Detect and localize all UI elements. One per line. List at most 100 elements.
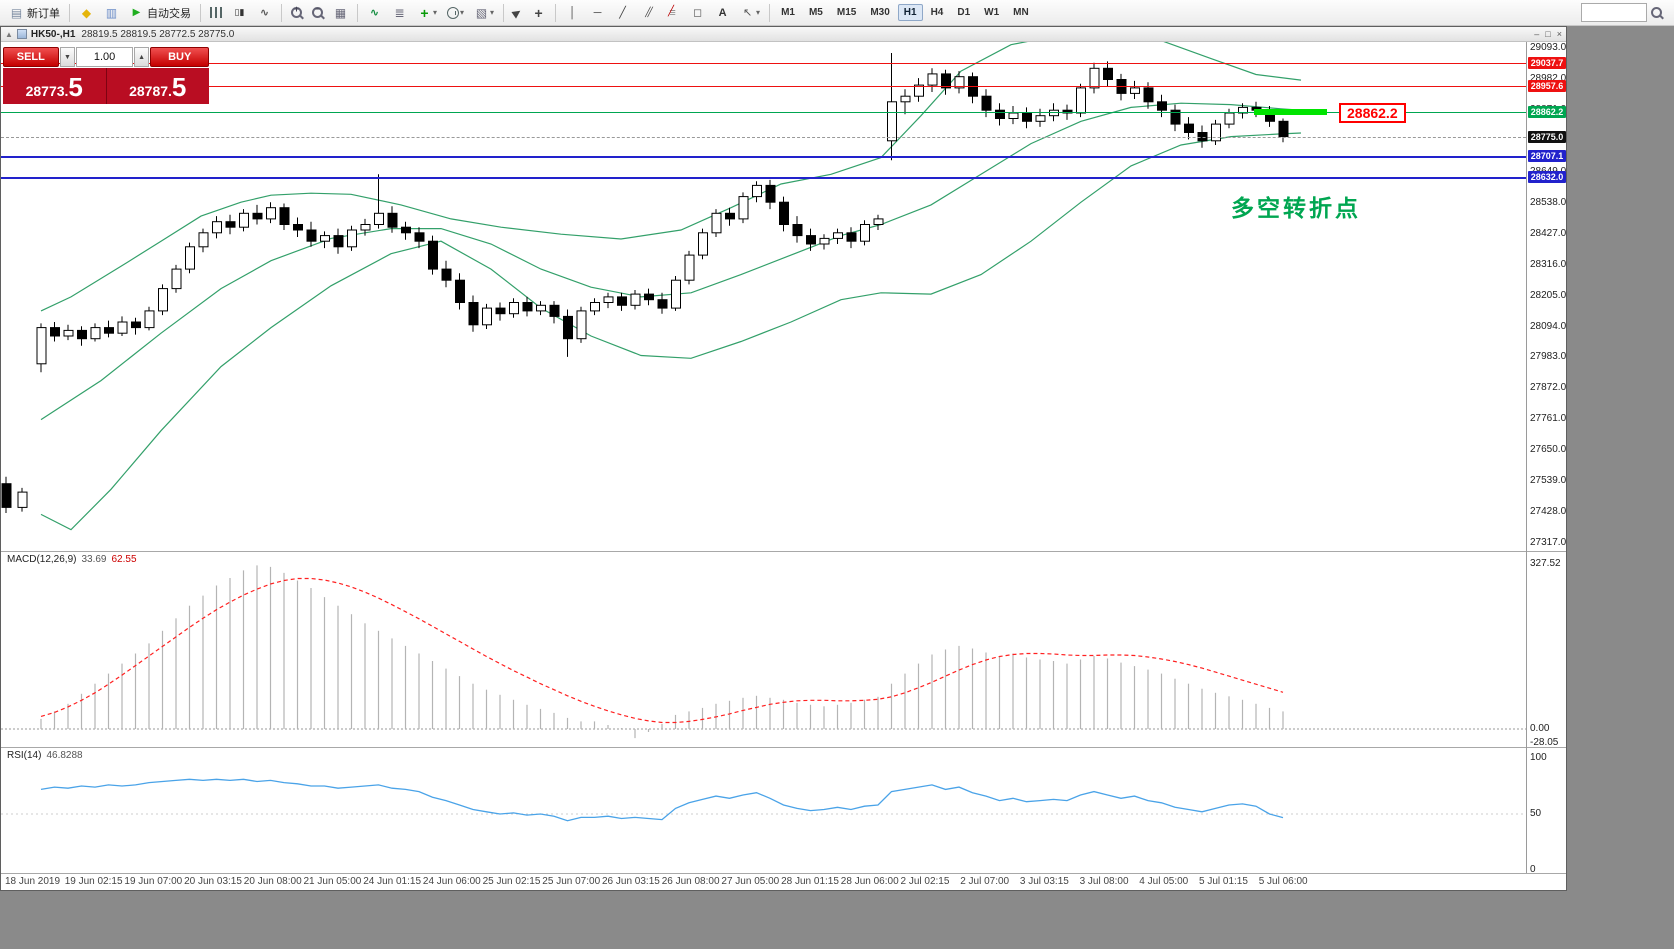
rsi-canvas[interactable]: [1, 748, 1526, 873]
toolbar-right-group: [1581, 3, 1670, 22]
trendline-button[interactable]: [611, 2, 634, 24]
macd-canvas[interactable]: [1, 552, 1526, 747]
price-line-28707.1[interactable]: [1, 155, 1526, 158]
zoom-in-button[interactable]: +: [287, 2, 306, 24]
timeframe-h4-button[interactable]: H4: [930, 7, 944, 18]
window-buttons: – □ ×: [1534, 29, 1562, 39]
price-line-28957.6[interactable]: [1, 85, 1526, 87]
time-tick: 5 Jul 06:00: [1258, 876, 1308, 887]
price-tick: 27428.0: [1530, 506, 1567, 518]
fibo-icon: [665, 5, 680, 20]
chart-icon: [16, 29, 27, 39]
zoom-out-button[interactable]: −: [308, 2, 327, 24]
price-line-28632.0[interactable]: [1, 176, 1526, 179]
toolbar-separator: [281, 3, 282, 22]
rsi-panel-separator[interactable]: [1, 747, 1566, 748]
sell-button[interactable]: SELL: [3, 47, 59, 67]
bar-chart-button[interactable]: [206, 2, 226, 24]
price-tick: 28205.0: [1530, 289, 1567, 301]
rsi-scale: 100: [1530, 752, 1547, 763]
price-chart-canvas[interactable]: [1, 42, 1526, 551]
rsi-scale: 0: [1530, 864, 1536, 875]
scripts-button[interactable]: [100, 2, 123, 24]
dropdown-caret-icon: ▾: [490, 8, 495, 17]
time-tick: 26 Jun 03:15: [602, 876, 660, 887]
tline-icon: [615, 5, 630, 20]
line-chart-button[interactable]: [253, 2, 276, 24]
macd-label: MACD(12,26,9) 33.69 62.55: [7, 554, 137, 565]
timeframe-mn-button[interactable]: MN: [1013, 7, 1029, 18]
autotrading-button[interactable]: 自动交易: [125, 2, 195, 24]
price-tick: 27539.0: [1530, 475, 1567, 487]
toolbar-search-input[interactable]: [1581, 3, 1647, 22]
time-tick: 19 Jun 02:15: [64, 876, 123, 887]
volume-up-button[interactable]: ▲: [133, 47, 150, 67]
timeframe-w1-button[interactable]: W1: [984, 7, 1000, 18]
timeframe-m5-button[interactable]: M5: [808, 7, 823, 18]
time-tick: 24 Jun 01:15: [363, 876, 422, 887]
macd-scale-min: -28.05: [1530, 737, 1559, 748]
price-tick: 27650.0: [1530, 444, 1567, 456]
grid-icon: [333, 5, 348, 20]
rsi-label: RSI(14) 46.8288: [7, 750, 83, 761]
text-annotation[interactable]: 多空转折点: [1231, 196, 1361, 221]
price-callout-label[interactable]: 28862.2: [1339, 103, 1406, 124]
linechart-icon: [257, 5, 272, 20]
rsi-scale: 50: [1530, 808, 1542, 819]
minimize-button[interactable]: –: [1534, 29, 1540, 39]
horizontal-line-button[interactable]: [586, 2, 609, 24]
volume-down-button[interactable]: ▼: [59, 47, 76, 67]
search-icon[interactable]: [1651, 7, 1662, 18]
candlestick-chart-button[interactable]: [228, 2, 251, 24]
time-tick: 4 Jul 05:00: [1139, 876, 1189, 887]
vline-icon: [565, 5, 580, 20]
arrows-button[interactable]: ▾: [736, 2, 764, 24]
macd-panel-separator[interactable]: [1, 551, 1566, 552]
candles-icon: [232, 5, 247, 20]
price-line-28775.0[interactable]: [1, 136, 1526, 138]
text-button[interactable]: [711, 2, 734, 24]
maximize-button[interactable]: □: [1545, 29, 1551, 39]
buy-button[interactable]: BUY: [150, 47, 209, 67]
fibonacci-button[interactable]: [661, 2, 684, 24]
close-button[interactable]: ×: [1556, 29, 1562, 39]
periods-button[interactable]: ▾: [443, 2, 468, 24]
indicators-button[interactable]: [363, 2, 386, 24]
price-tick: 27983.0: [1530, 351, 1567, 363]
time-tick: 20 Jun 08:00: [243, 876, 302, 887]
autotrading-button-label: 自动交易: [147, 7, 191, 20]
crosshair-button[interactable]: [527, 2, 550, 24]
price-line-29037.7[interactable]: [1, 63, 1526, 65]
price-tick: 28538.0: [1530, 196, 1567, 208]
objects-list-button[interactable]: [388, 2, 411, 24]
templates-button[interactable]: ▾: [470, 2, 498, 24]
timeframe-m15-button[interactable]: M15: [836, 7, 857, 18]
cursor-button[interactable]: [509, 2, 525, 24]
macd-scale-max: 327.52: [1530, 558, 1561, 569]
new-order-button[interactable]: 新订单: [5, 2, 64, 24]
new-order-icon: [9, 5, 24, 20]
shapes-button[interactable]: [686, 2, 709, 24]
vertical-line-button[interactable]: [561, 2, 584, 24]
collapse-panel-icon[interactable]: ▲: [5, 29, 13, 39]
volume-input[interactable]: 1.00: [76, 47, 133, 67]
time-tick: 28 Jun 06:00: [840, 876, 899, 887]
tile-windows-button[interactable]: [329, 2, 352, 24]
bid-price-big-digit: 5: [68, 72, 83, 102]
timeframe-h1-button[interactable]: H1: [897, 4, 923, 21]
bars-icon: [210, 7, 222, 18]
price-line-28862.2[interactable]: [1, 112, 1526, 114]
price-marker-label: 29037.7: [1528, 57, 1566, 70]
chart-title-bar[interactable]: ▲ HK50-,H1 28819.5 28819.5 28772.5 28775…: [1, 27, 1566, 42]
channel-button[interactable]: [636, 2, 659, 24]
price-marker-label: 28707.1: [1528, 149, 1566, 162]
timeframe-d1-button[interactable]: D1: [957, 7, 971, 18]
dropdown-caret-icon: ▾: [460, 8, 465, 17]
toolbar-separator: [357, 3, 358, 22]
highlight-line-object[interactable]: [1254, 109, 1327, 116]
timeframe-m1-button[interactable]: M1: [781, 7, 795, 18]
add-indicator-button[interactable]: ▾: [413, 2, 441, 24]
timeframe-m30-button[interactable]: M30: [870, 7, 890, 18]
experts-button[interactable]: [75, 2, 98, 24]
macd-scale-zero: 0.00: [1530, 723, 1550, 734]
